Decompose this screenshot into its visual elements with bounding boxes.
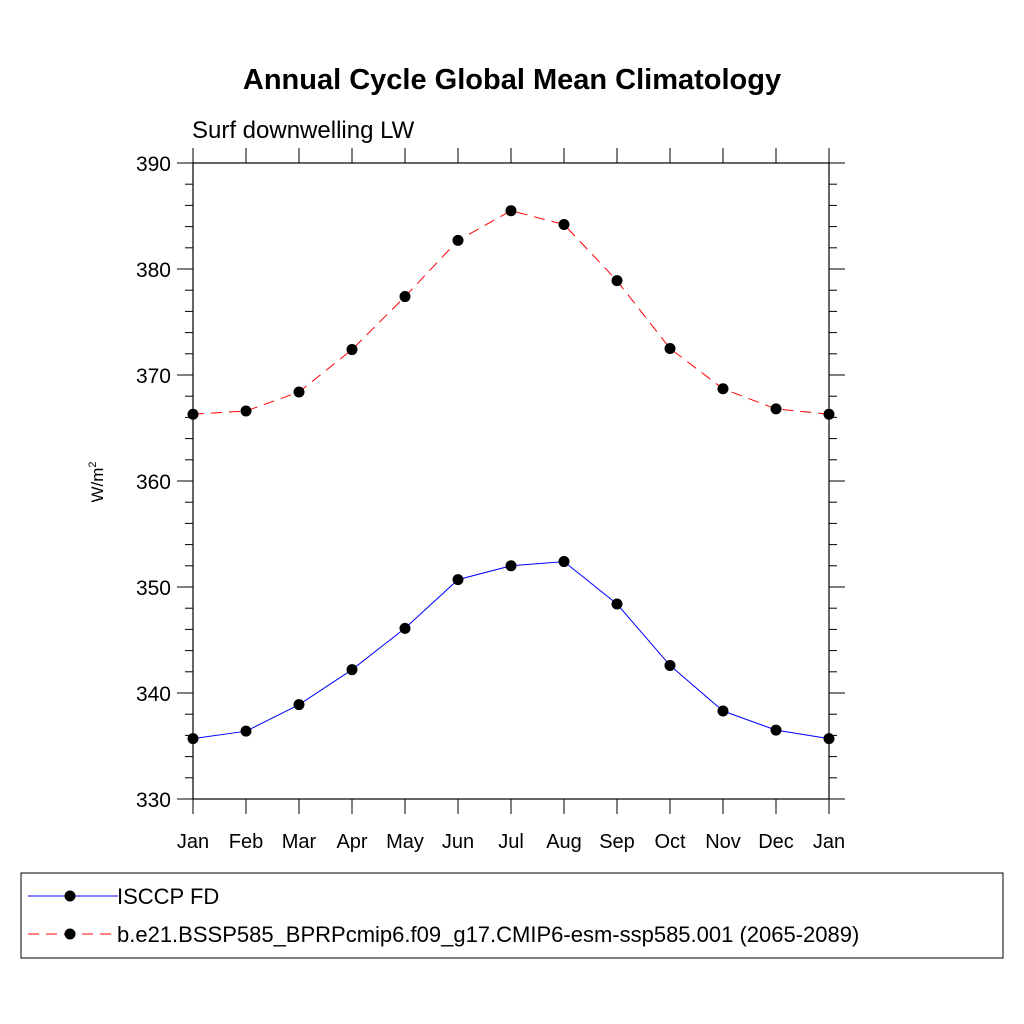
y-tick-label: 390 xyxy=(136,153,171,176)
legend-label-cesm: b.e21.BSSP585_BPRPcmip6.f09_g17.CMIP6-es… xyxy=(117,922,859,947)
data-point xyxy=(399,622,411,634)
data-point xyxy=(611,275,623,287)
legend-marker-cesm xyxy=(64,928,76,940)
data-point xyxy=(558,218,570,230)
plot-frame xyxy=(192,162,830,800)
x-tick-label: May xyxy=(386,831,424,853)
series-cesm xyxy=(187,205,835,420)
data-point xyxy=(558,556,570,568)
chart-subtitle: Surf downwelling LW xyxy=(192,117,415,144)
data-point xyxy=(399,291,411,303)
y-tick-label: 360 xyxy=(136,471,171,494)
series-line xyxy=(192,210,830,415)
y-tick-label: 370 xyxy=(136,365,171,388)
x-tick-label: Nov xyxy=(705,831,741,853)
data-point xyxy=(770,403,782,415)
x-axis-ticks: Jan Feb Mar Apr May Jun Jul Aug Sep Oct Nov Dec Jan xyxy=(177,148,845,853)
x-tick-label: Jan xyxy=(177,831,209,853)
data-point xyxy=(240,405,252,417)
legend-entry-cesm: b.e21.BSSP585_BPRPcmip6.f09_g17.CMIP6-es… xyxy=(28,922,859,947)
series-isccp xyxy=(187,556,835,745)
data-point xyxy=(770,724,782,736)
y-axis-label-unit: W/m xyxy=(88,468,107,503)
y-axis-ticks: 330 340 350 360 370 380 390 xyxy=(136,153,845,812)
x-tick-label: Aug xyxy=(546,831,582,853)
data-point xyxy=(823,733,835,745)
y-axis-label: W/m2 xyxy=(87,461,107,502)
series-line xyxy=(192,561,830,740)
data-point xyxy=(187,408,199,420)
x-tick-label: Sep xyxy=(599,831,635,853)
legend-label-isccp: ISCCP FD xyxy=(117,884,219,909)
data-point xyxy=(452,574,464,586)
x-tick-label: Jul xyxy=(498,831,524,853)
legend-marker-isccp xyxy=(64,890,76,902)
data-point xyxy=(346,664,358,676)
x-tick-label: Mar xyxy=(282,831,317,853)
data-point xyxy=(664,343,676,354)
series-layer xyxy=(187,205,835,745)
y-tick-label: 380 xyxy=(136,259,171,282)
data-point xyxy=(611,598,623,610)
data-point xyxy=(717,705,729,717)
y-tick-label: 340 xyxy=(136,683,171,706)
y-tick-label: 350 xyxy=(136,577,171,600)
x-tick-label: Oct xyxy=(654,831,686,853)
legend-box xyxy=(20,872,1004,959)
data-point xyxy=(664,659,676,671)
legend-entry-isccp: ISCCP FD xyxy=(28,884,219,909)
data-point xyxy=(240,725,252,737)
data-point xyxy=(452,234,464,246)
x-tick-label: Dec xyxy=(758,831,794,853)
x-tick-label: Apr xyxy=(336,831,367,853)
data-point xyxy=(293,386,305,398)
data-point xyxy=(346,344,358,356)
x-tick-label: Jan xyxy=(813,831,845,853)
data-point xyxy=(293,699,305,711)
y-tick-label: 330 xyxy=(136,789,171,812)
data-point xyxy=(823,408,835,420)
data-point xyxy=(187,733,199,745)
data-point xyxy=(717,383,729,395)
y-axis-label-exponent: 2 xyxy=(87,461,99,467)
data-point xyxy=(505,205,517,217)
x-tick-label: Feb xyxy=(229,831,263,853)
data-point xyxy=(505,560,517,572)
chart-title: Annual Cycle Global Mean Climatology xyxy=(243,64,781,96)
x-tick-label: Jun xyxy=(442,831,474,853)
